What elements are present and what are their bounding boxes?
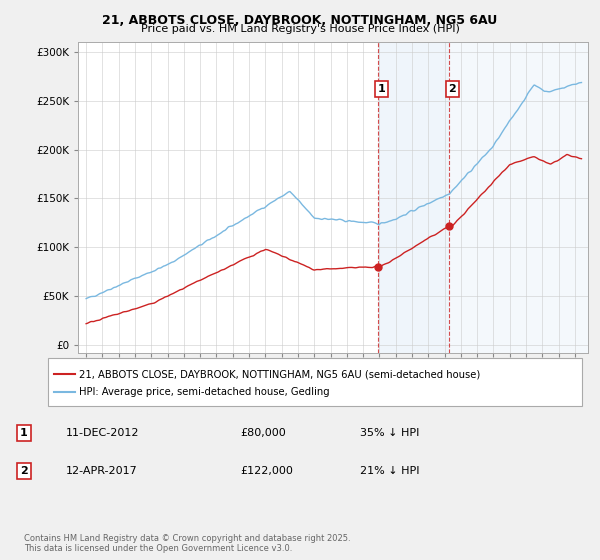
Text: 11-DEC-2012: 11-DEC-2012 <box>66 428 139 438</box>
Text: 21% ↓ HPI: 21% ↓ HPI <box>360 466 419 476</box>
Text: £122,000: £122,000 <box>240 466 293 476</box>
Text: 21, ABBOTS CLOSE, DAYBROOK, NOTTINGHAM, NG5 6AU: 21, ABBOTS CLOSE, DAYBROOK, NOTTINGHAM, … <box>103 14 497 27</box>
Text: 2: 2 <box>20 466 28 476</box>
Text: £80,000: £80,000 <box>240 428 286 438</box>
Text: 12-APR-2017: 12-APR-2017 <box>66 466 138 476</box>
Text: 21, ABBOTS CLOSE, DAYBROOK, NOTTINGHAM, NG5 6AU (semi-detached house): 21, ABBOTS CLOSE, DAYBROOK, NOTTINGHAM, … <box>79 369 481 379</box>
Bar <box>378 42 449 353</box>
Text: 2: 2 <box>449 84 457 94</box>
Bar <box>449 42 588 353</box>
Text: Contains HM Land Registry data © Crown copyright and database right 2025.
This d: Contains HM Land Registry data © Crown c… <box>24 534 350 553</box>
Text: Price paid vs. HM Land Registry's House Price Index (HPI): Price paid vs. HM Land Registry's House … <box>140 24 460 34</box>
Text: 35% ↓ HPI: 35% ↓ HPI <box>360 428 419 438</box>
Text: 1: 1 <box>20 428 28 438</box>
Text: 1: 1 <box>377 84 385 94</box>
Text: HPI: Average price, semi-detached house, Gedling: HPI: Average price, semi-detached house,… <box>79 387 330 397</box>
